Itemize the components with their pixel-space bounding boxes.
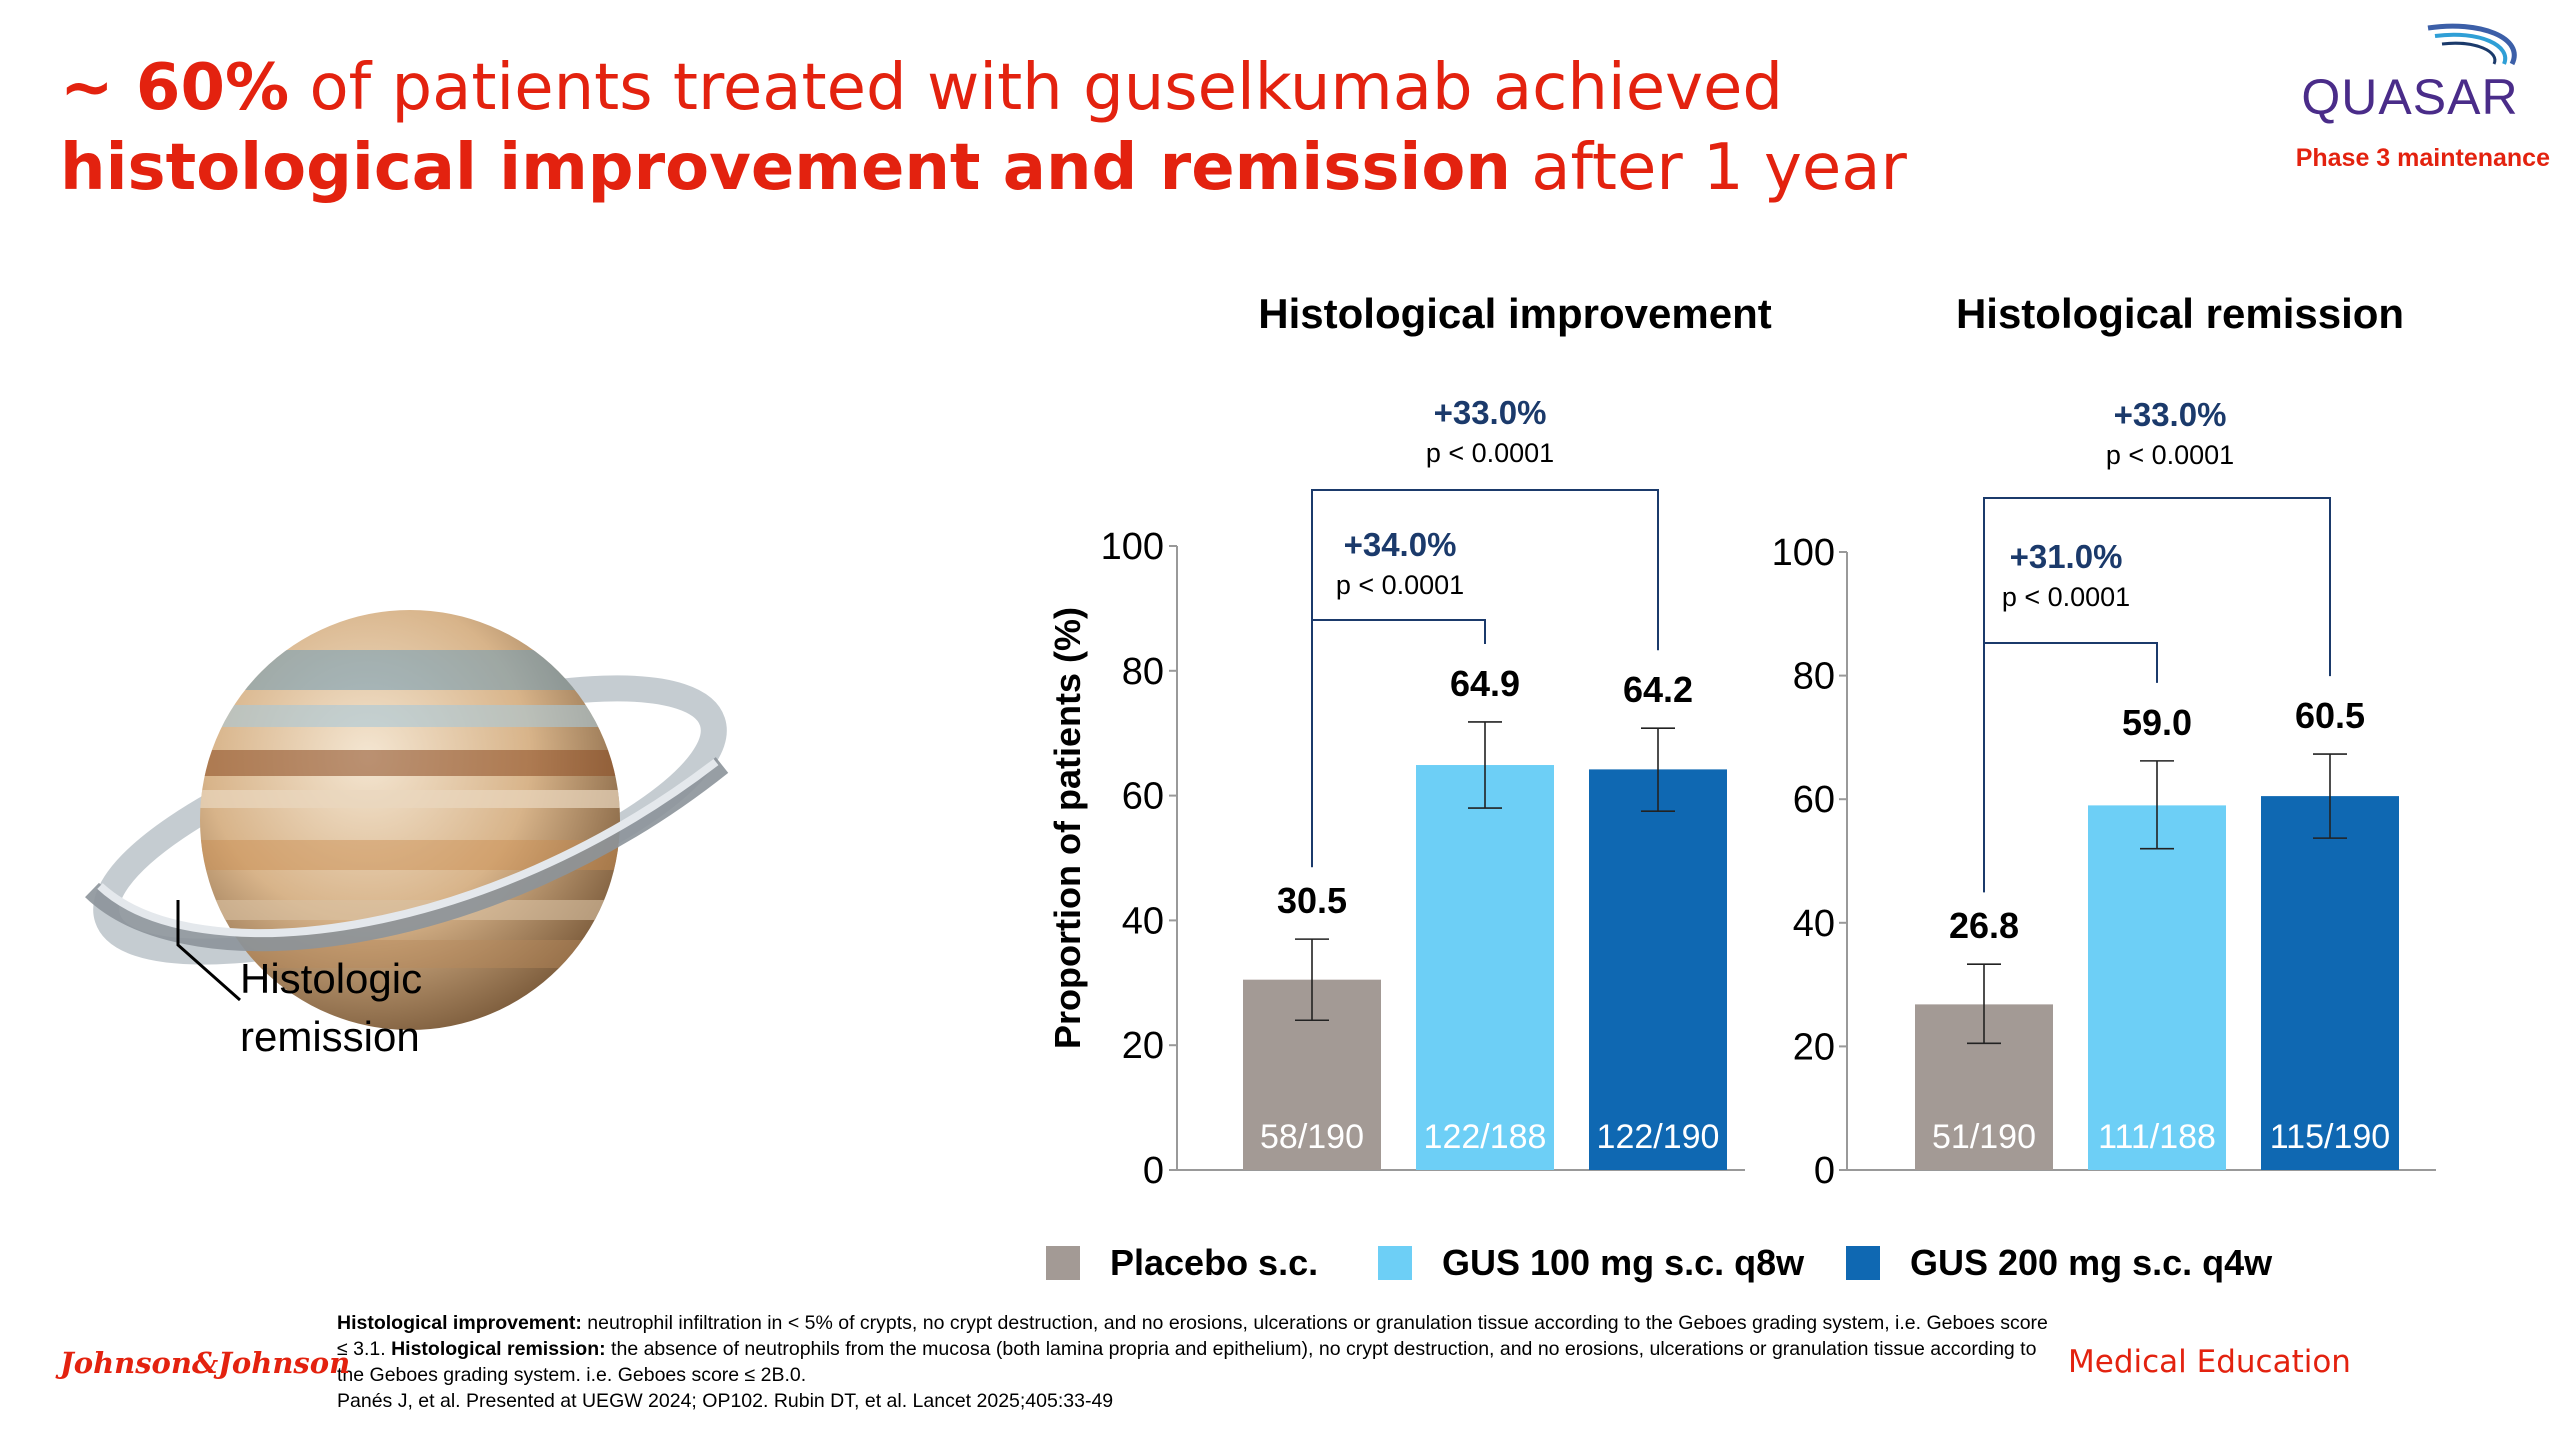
slide-title: ~ 60% of patients treated with guselkuma… <box>60 48 1960 208</box>
footnote-remission-term: Histological remission: <box>391 1338 606 1360</box>
n-label: 115/190 <box>2270 1118 2390 1156</box>
legend-label-gus100: GUS 100 mg s.c. q8w <box>1442 1242 1805 1283</box>
y-tick-label: 80 <box>1793 656 1835 698</box>
y-tick-label: 100 <box>1101 526 1164 568</box>
title-line-2: histological improvement and remission a… <box>60 128 1960 208</box>
title-line-1: ~ 60% of patients treated with guselkuma… <box>60 48 1960 128</box>
chart-2: Histological remission 0 20 40 60 80 100 26.8 51… <box>1772 290 2436 1192</box>
data-label: 59.0 <box>2122 702 2192 743</box>
p-value-label: p < 0.0001 <box>2106 440 2234 470</box>
title-highlight-2: histological improvement and remission <box>60 131 1511 205</box>
data-label: 30.5 <box>1277 880 1347 921</box>
title-text-2: after 1 year <box>1510 131 1907 205</box>
y-tick-label: 40 <box>1793 903 1835 945</box>
company-logo: Johnson&Johnson <box>60 1346 351 1380</box>
legend-label-placebo: Placebo s.c. <box>1110 1242 1319 1283</box>
quasar-swirl-icon <box>2427 23 2517 66</box>
legend-item-gus200: GUS 200 mg s.c. q4w <box>1846 1238 2272 1288</box>
footnote-improvement-definition: neutrophil infiltration in < 5% of crypt… <box>337 1312 2048 1360</box>
n-label: 111/188 <box>2098 1118 2216 1156</box>
quasar-logo-text: QUASAR <box>2301 69 2519 125</box>
y-tick-label: 20 <box>1793 1026 1835 1068</box>
chart-title: Histological improvement <box>1258 290 1771 337</box>
y-tick-label: 0 <box>1814 1150 1835 1192</box>
footnote-reference: Panés J, et al. Presented at UEGW 2024; … <box>337 1390 1114 1412</box>
y-tick-label: 80 <box>1122 651 1164 693</box>
legend-swatch-gus200 <box>1846 1246 1880 1280</box>
chart-title: Histological remission <box>1956 290 2404 337</box>
footnote: Histological improvement: neutrophil inf… <box>337 1310 2057 1414</box>
data-label: 64.9 <box>1450 663 1520 704</box>
quasar-logo: QUASAR <box>2280 18 2540 128</box>
bar <box>1589 769 1727 1170</box>
p-value-label: p < 0.0001 <box>2002 582 2130 612</box>
n-label: 58/190 <box>1260 1118 1364 1156</box>
y-tick-label: 0 <box>1143 1150 1164 1192</box>
legend-item-placebo: Placebo s.c. <box>1046 1238 1318 1288</box>
legend-swatch-gus100 <box>1378 1246 1412 1280</box>
legend-swatch-placebo <box>1046 1246 1080 1280</box>
y-tick-label: 60 <box>1793 779 1835 821</box>
planet-illustration <box>85 610 729 1030</box>
difference-label: +31.0% <box>2010 538 2123 575</box>
bar <box>2261 796 2399 1170</box>
significance-bracket <box>1311 489 1659 868</box>
difference-label: +33.0% <box>2114 396 2227 433</box>
chart-1: Histological improvement 0 20 40 60 80 100 30.5… <box>1101 290 1772 1192</box>
planet-label-line-2: remission <box>240 1013 420 1060</box>
y-tick-label: 20 <box>1122 1025 1164 1067</box>
y-tick-label: 60 <box>1122 776 1164 818</box>
bar <box>1416 765 1554 1170</box>
data-label: 64.2 <box>1623 669 1693 710</box>
legend-item-gus100: GUS 100 mg s.c. q8w <box>1378 1238 1804 1288</box>
y-axis-label: Proportion of patients (%) <box>1047 607 1088 1049</box>
data-label: 60.5 <box>2295 695 2365 736</box>
footnote-remission-definition: the absence of neutrophils from the muco… <box>337 1338 2037 1386</box>
legend-label-gus200: GUS 200 mg s.c. q4w <box>1910 1242 2273 1283</box>
p-value-label: p < 0.0001 <box>1336 570 1464 600</box>
y-tick-label: 40 <box>1122 900 1164 942</box>
y-tick-label: 100 <box>1772 532 1835 574</box>
medical-education-logo: Medical Education <box>2068 1344 2351 1380</box>
n-label: 122/190 <box>1597 1118 1720 1156</box>
data-label: 26.8 <box>1949 905 2019 946</box>
difference-label: +34.0% <box>1344 526 1457 563</box>
planet-label: Histologic remission <box>240 950 422 1066</box>
significance-bracket <box>1983 497 2331 893</box>
phase-label: Phase 3 maintenance <box>2295 144 2550 172</box>
difference-label: +33.0% <box>1434 394 1547 431</box>
title-highlight-1: ~ 60% <box>60 51 290 125</box>
n-label: 122/188 <box>1424 1118 1547 1156</box>
planet-label-line-1: Histologic <box>240 955 423 1002</box>
title-text-1: of patients treated with guselkumab achi… <box>289 51 1783 125</box>
n-label: 51/190 <box>1932 1118 2036 1156</box>
bar <box>2088 805 2226 1170</box>
p-value-label: p < 0.0001 <box>1426 438 1554 468</box>
footnote-improvement-term: Histological improvement: <box>337 1312 582 1334</box>
